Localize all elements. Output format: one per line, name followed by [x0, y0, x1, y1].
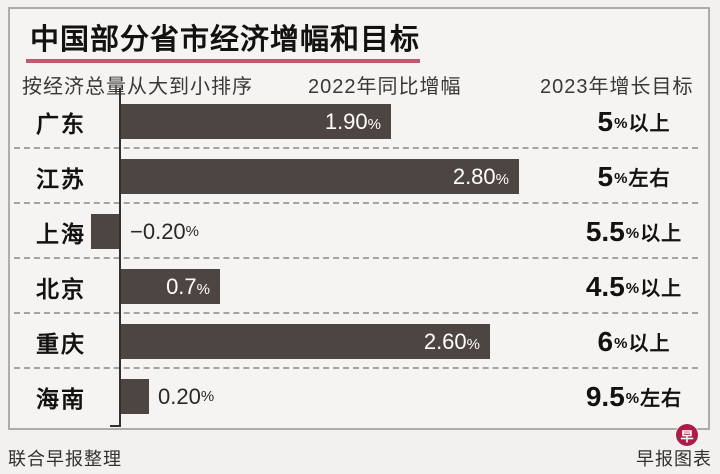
- axis-foot-tick: [110, 425, 120, 427]
- region-label: 广东: [36, 110, 86, 137]
- bar-value-label: 1.90%: [324, 108, 381, 134]
- region-label: 重庆: [36, 330, 86, 357]
- target-2023-label: 5% 以上: [597, 105, 671, 137]
- bar-value-label: 2.60%: [423, 328, 480, 354]
- growth-bar: [91, 214, 119, 249]
- region-label: 海南: [36, 385, 86, 412]
- column-header-2023-target: 2023年增长目标: [540, 76, 694, 98]
- title-accent-underline: [26, 59, 420, 63]
- row-separator: [14, 257, 698, 259]
- row-separator: [14, 312, 698, 314]
- chart-title: 中国部分省市经济增幅和目标: [30, 24, 421, 56]
- bar-value-label: −0.20%: [130, 218, 200, 244]
- bar-value-label: 0.7%: [166, 273, 210, 299]
- target-2023-label: 6% 以上: [597, 325, 671, 357]
- region-label: 北京: [36, 275, 86, 302]
- column-header-2022-growth: 2022年同比增幅: [308, 76, 462, 98]
- growth-bar: 2.80%: [121, 159, 519, 194]
- target-2023-label: 9.5% 左右: [585, 380, 683, 412]
- target-2023-label: 5% 左右: [597, 160, 671, 192]
- axis-baseline: [119, 88, 121, 427]
- row-separator: [14, 367, 698, 369]
- growth-bar: [121, 379, 149, 414]
- row-separator: [14, 202, 698, 204]
- growth-bar: 1.90%: [121, 104, 391, 139]
- source-credit: 联合早报整理: [8, 449, 122, 469]
- bar-value-label: 2.80%: [452, 163, 509, 189]
- chart-frame: [8, 7, 710, 430]
- target-2023-label: 5.5% 以上: [585, 215, 683, 247]
- region-label: 上海: [36, 220, 86, 247]
- region-label: 江苏: [36, 165, 86, 192]
- zaobao-logo-icon: 早: [676, 424, 698, 446]
- growth-bar: 0.7%: [121, 269, 220, 304]
- bar-value-label: 0.20%: [158, 383, 215, 409]
- zaobao-chart-credit: 早报图表: [636, 449, 712, 469]
- target-2023-label: 4.5% 以上: [585, 270, 683, 302]
- sort-note: 按经济总量从大到小排序: [22, 76, 253, 98]
- growth-bar: 2.60%: [121, 324, 490, 359]
- row-separator: [14, 147, 698, 149]
